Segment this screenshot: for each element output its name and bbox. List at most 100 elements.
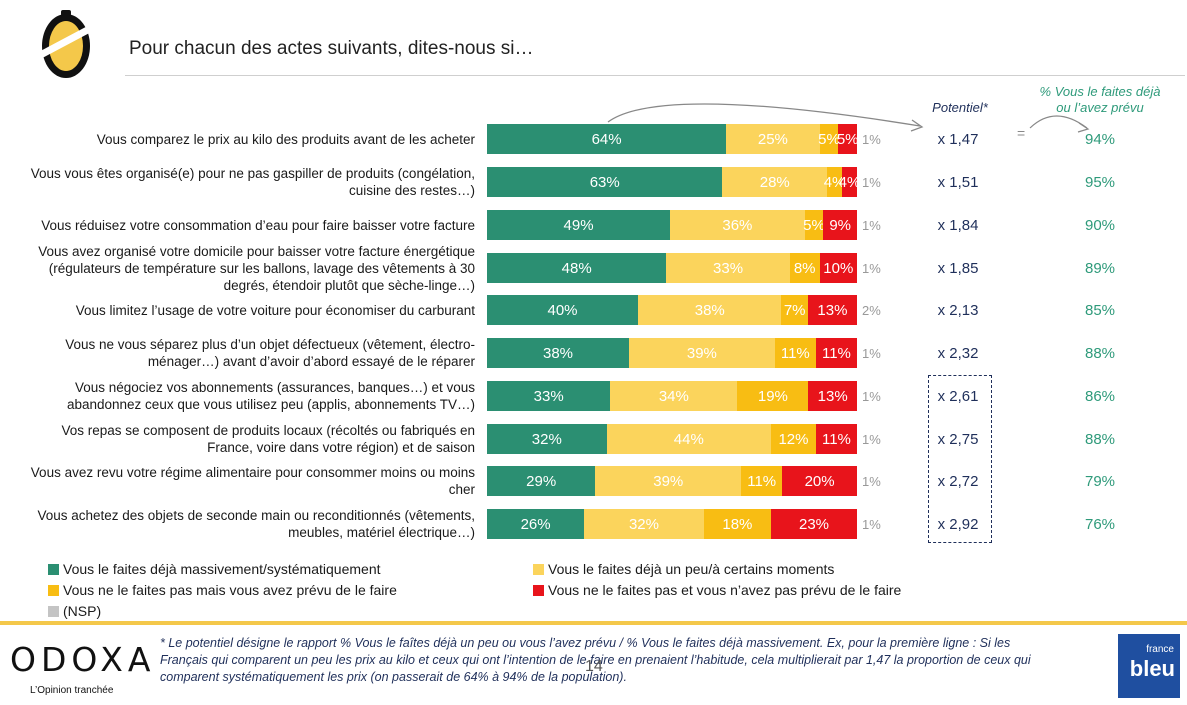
bar-data-label: 5% xyxy=(803,216,825,234)
chart-row: Vous avez revu votre régime alimentaire … xyxy=(0,464,1187,498)
bar-segment xyxy=(771,509,857,539)
footer-divider xyxy=(0,621,1187,625)
bar-data-label: 13% xyxy=(817,387,848,405)
bar-segment xyxy=(487,253,667,283)
legend-label: Vous ne le faites pas et vous n’avez pas… xyxy=(548,582,902,598)
bar-data-label: 5% xyxy=(836,130,859,148)
bar-segment xyxy=(771,424,816,454)
bar-segment xyxy=(842,167,857,197)
legend-swatch xyxy=(533,563,544,575)
potentiel-value: x 2,32 xyxy=(937,344,979,362)
row-label: Vous comparez le prix au kilo des produi… xyxy=(96,131,475,147)
bar-data-label: 18% xyxy=(722,515,753,533)
legend-item: Vous ne le faites pas mais vous avez pré… xyxy=(48,582,397,598)
bar-data-label: 29% xyxy=(526,472,557,490)
bar-data-label: 12% xyxy=(778,430,809,448)
bar-data-label: 33% xyxy=(713,259,744,277)
bar-segment xyxy=(487,338,630,368)
stacked-bar: 26% 32% 18% 23% xyxy=(487,509,857,539)
legend-label: Vous ne le faites pas mais vous avez pré… xyxy=(63,582,397,598)
bar-data-label: 49% xyxy=(563,216,594,234)
potentiel-value: x 1,51 xyxy=(937,173,979,191)
legend-swatch xyxy=(533,584,544,596)
bar-segment xyxy=(610,381,738,411)
bar-data-label: 23% xyxy=(798,515,830,533)
pct-value: 95% xyxy=(1084,173,1116,191)
bar-data-label: 19% xyxy=(757,387,788,405)
france-bleu-logo-big: bleu xyxy=(1129,656,1175,681)
potentiel-value: x 2,72 xyxy=(937,472,979,490)
bar-segment xyxy=(838,124,857,154)
potentiel-value: x 2,92 xyxy=(937,515,979,533)
bar-segment xyxy=(595,466,742,496)
highlight-box xyxy=(928,375,992,543)
bar-data-label: 20% xyxy=(804,472,835,490)
odoxa-logo: ODOXA xyxy=(10,640,156,679)
legend-label: Vous le faites déjà massivement/systémat… xyxy=(63,561,381,577)
nsp-data-label: 1% xyxy=(862,174,881,190)
bar-segment xyxy=(722,167,828,197)
footnote: * Le potentiel désigne le rapport % Vous… xyxy=(160,636,1031,684)
potentiel-value: x 1,47 xyxy=(937,130,979,148)
row-label: Vous avez organisé votre domicile pour b… xyxy=(38,243,475,293)
bar-data-label: 28% xyxy=(759,173,790,191)
pct-value: 88% xyxy=(1084,344,1116,362)
chart-row: Vous ne vous séparez plus d’un objet déf… xyxy=(0,336,1187,370)
bar-segment xyxy=(823,210,857,240)
bar-data-label: 8% xyxy=(793,259,816,277)
bar-data-label: 38% xyxy=(694,301,725,319)
nsp-data-label: 1% xyxy=(862,388,881,404)
potentiel-value: x 1,84 xyxy=(937,216,979,234)
bar-data-label: 63% xyxy=(589,173,620,191)
bar-data-label: 9% xyxy=(829,216,852,234)
bar-data-label: 10% xyxy=(823,259,854,277)
stacked-bar: 29% 39% 11% 20% xyxy=(487,466,857,496)
nsp-data-label: 1% xyxy=(862,345,881,361)
stacked-bar: 33% 34% 19% 13% xyxy=(487,381,857,411)
pct-header-line2: ou l’avez prévu xyxy=(1056,100,1144,115)
bar-segment xyxy=(487,167,723,197)
pct-value: 89% xyxy=(1084,259,1116,277)
chart-row: Vous comparez le prix au kilo des produi… xyxy=(0,122,1187,156)
bar-segment xyxy=(670,210,805,240)
pct-value: 76% xyxy=(1084,515,1116,533)
bar-data-label: 32% xyxy=(531,430,562,448)
potentiel-value: x 2,75 xyxy=(937,430,979,448)
bar-segment xyxy=(487,424,607,454)
stacked-bar: 32% 44% 12% 11% xyxy=(487,424,857,454)
bar-segment xyxy=(487,210,671,240)
nsp-data-label: 1% xyxy=(862,516,881,532)
chart-row: Vous réduisez votre consommation d’eau p… xyxy=(0,208,1187,242)
nsp-data-label: 1% xyxy=(862,131,881,147)
bar-segment xyxy=(815,338,857,368)
bar-data-label: 39% xyxy=(686,344,717,362)
pct-header: % Vous le faites déjà ou l’avez prévu xyxy=(1025,84,1175,116)
bar-segment xyxy=(726,124,820,154)
chart-row: Vous limitez l’usage de votre voiture po… xyxy=(0,293,1187,327)
bar-segment xyxy=(629,338,775,368)
bar-data-label: 32% xyxy=(628,515,659,533)
bar-segment xyxy=(819,253,857,283)
bar-segment xyxy=(804,210,824,240)
stacked-bar: 63% 28% 4% 4% xyxy=(487,167,860,197)
nsp-data-label: 2% xyxy=(862,302,881,318)
pct-value: 85% xyxy=(1084,301,1116,319)
legend-label: (NSP) xyxy=(63,603,102,619)
bar-segment xyxy=(638,295,782,325)
legend-item: Vous le faites déjà un peu/à certains mo… xyxy=(533,561,834,577)
bar-segment xyxy=(703,509,772,539)
arrow-to-potentiel-icon xyxy=(607,103,924,132)
stacked-bar: 64% 25% 5% 5% xyxy=(487,124,859,154)
legend-swatch xyxy=(48,605,59,617)
bar-segment xyxy=(808,381,857,411)
bar-segment xyxy=(606,424,772,454)
pct-value: 79% xyxy=(1084,472,1116,490)
page-number: 14 xyxy=(585,658,603,675)
bar-segment xyxy=(487,509,585,539)
nsp-data-label: 1% xyxy=(862,473,881,489)
bar-segment xyxy=(487,124,727,154)
bar-data-label: 11% xyxy=(747,472,777,490)
stacked-bar: 38% 39% 11% 11% xyxy=(487,338,857,368)
pct-value: 86% xyxy=(1084,387,1116,405)
bar-segment xyxy=(819,124,839,154)
